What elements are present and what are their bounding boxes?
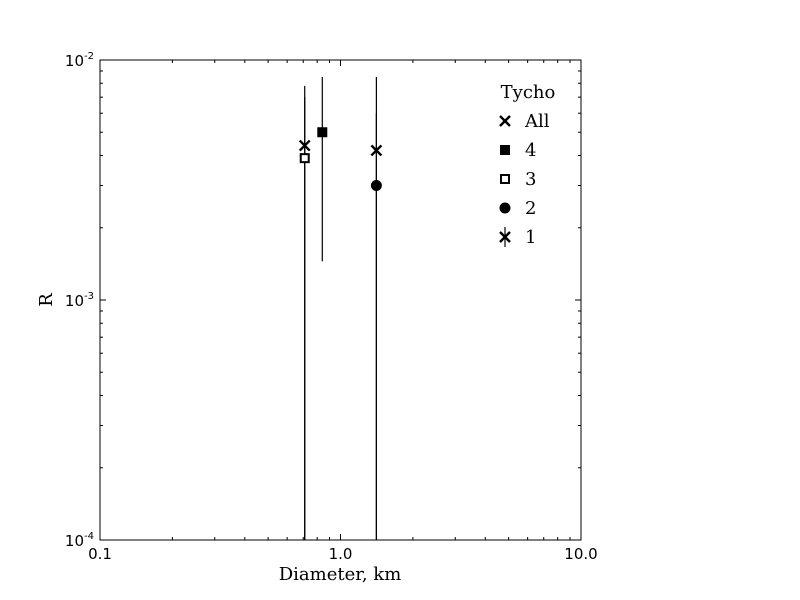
legend-label-2: 2 (525, 198, 536, 219)
marker-shape (500, 145, 510, 155)
data-point-3 (299, 153, 310, 164)
data-point-All (298, 139, 311, 152)
legend-label-3: 3 (525, 169, 536, 190)
marker-stroke (499, 231, 511, 243)
y-axis-label: R (36, 293, 57, 307)
marker-stroke (499, 115, 511, 127)
legend: Tycho All 4 3 2 1 (499, 82, 556, 248)
legend-label-1: 1 (525, 227, 536, 248)
marker-shape (500, 174, 510, 184)
marker-shape (370, 179, 382, 191)
y-tick-label: 10-3 (65, 291, 94, 310)
legend-marker-4 (500, 145, 510, 155)
x-tick-label: 10.0 (564, 545, 597, 563)
marker-shape (317, 127, 328, 138)
marker-stroke (370, 144, 383, 157)
minor-ticks (100, 60, 581, 540)
legend-marker-3 (500, 174, 510, 184)
data-markers (298, 127, 383, 191)
y-tick-label: 10-2 (65, 51, 94, 70)
legend-label-4: 4 (525, 140, 536, 161)
plot-frame (99, 59, 582, 541)
marker-shape (499, 202, 511, 214)
y-tick-label: 10-4 (65, 531, 94, 550)
marker-shape (299, 153, 310, 164)
data-point-2 (370, 179, 382, 191)
data-point-All (370, 144, 383, 157)
legend-marker-2 (499, 202, 511, 214)
x-tick-label: 1.0 (329, 545, 353, 563)
legend-marker-All (499, 115, 511, 127)
legend-label-All: All (524, 111, 550, 132)
legend-marker-1 (499, 231, 511, 243)
y-tick-labels: 10-4 10-3 10-2 (65, 51, 94, 550)
x-tick-labels: 0.1 1.0 10.0 (88, 545, 598, 563)
x-axis-label: Diameter, km (279, 564, 402, 585)
marker-stroke (298, 139, 311, 152)
x-tick-label: 0.1 (88, 545, 112, 563)
major-ticks (99, 59, 582, 541)
error-bars (304, 76, 377, 540)
data-point-4 (317, 127, 328, 138)
legend-title: Tycho (501, 82, 556, 103)
